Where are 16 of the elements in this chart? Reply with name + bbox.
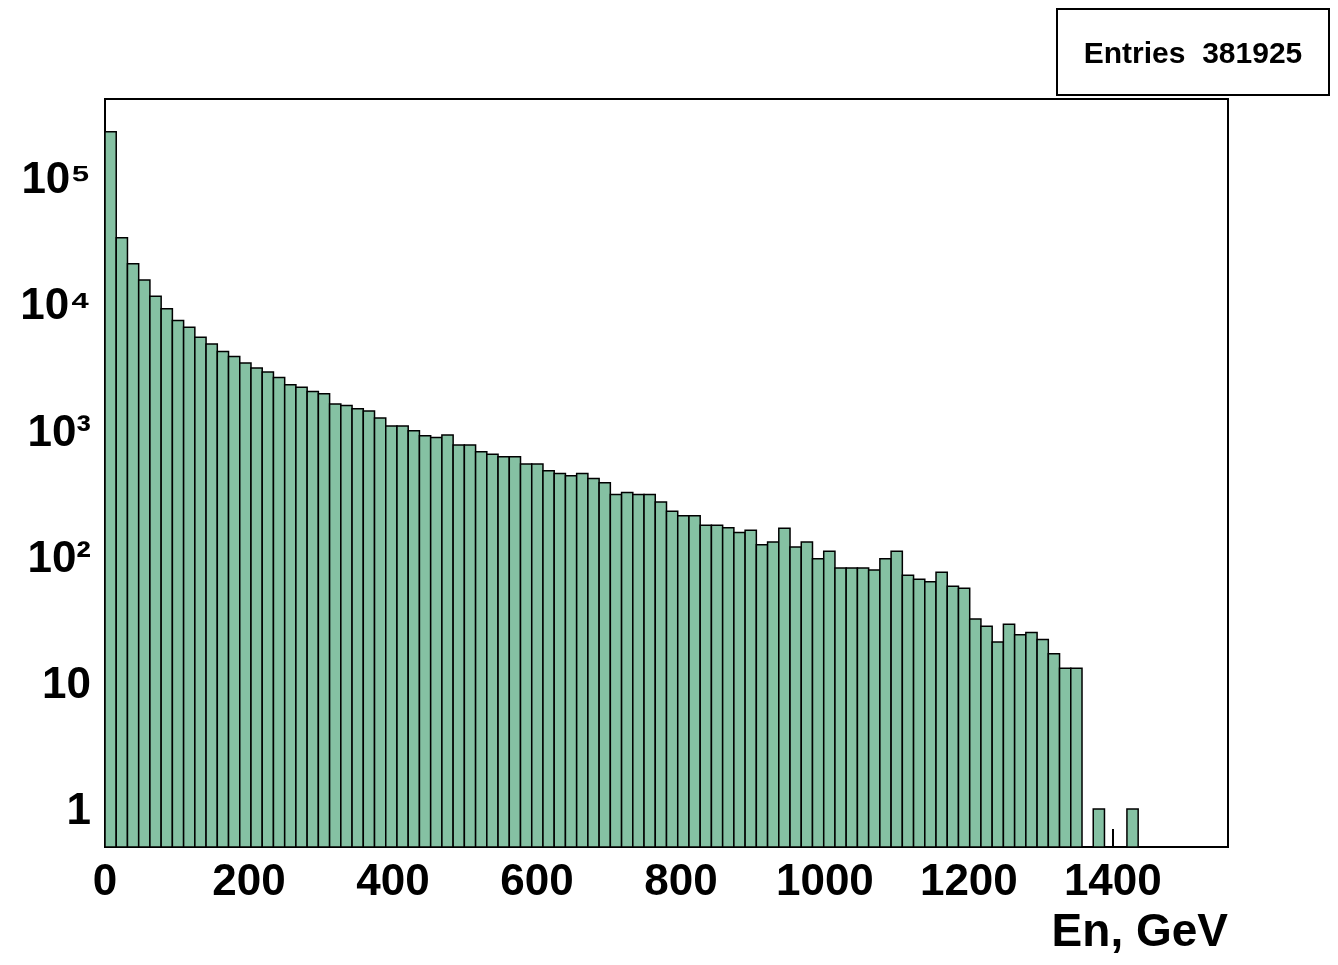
y-tick-label: 1	[66, 784, 91, 834]
x-tick-label: 1200	[919, 854, 1018, 904]
x-tick-label: 200	[212, 854, 286, 904]
x-tick-label: 1000	[775, 854, 874, 904]
x-axis-title: En, GeV	[1051, 904, 1229, 956]
x-tick-label: 1400	[1063, 854, 1162, 904]
y-tick-label: 10³	[27, 405, 91, 455]
y-tick-label: 10²	[27, 531, 91, 581]
x-tick-label: 0	[92, 854, 118, 904]
y-tick-label: 10⁵	[21, 153, 91, 203]
x-tick-label: 600	[500, 854, 574, 904]
y-tick-label: 10⁴	[20, 279, 91, 329]
x-tick-label: 400	[356, 854, 430, 904]
y-tick-label: 10	[42, 658, 91, 708]
x-tick-label: 800	[644, 854, 718, 904]
text: Entries 381925	[1083, 35, 1303, 69]
